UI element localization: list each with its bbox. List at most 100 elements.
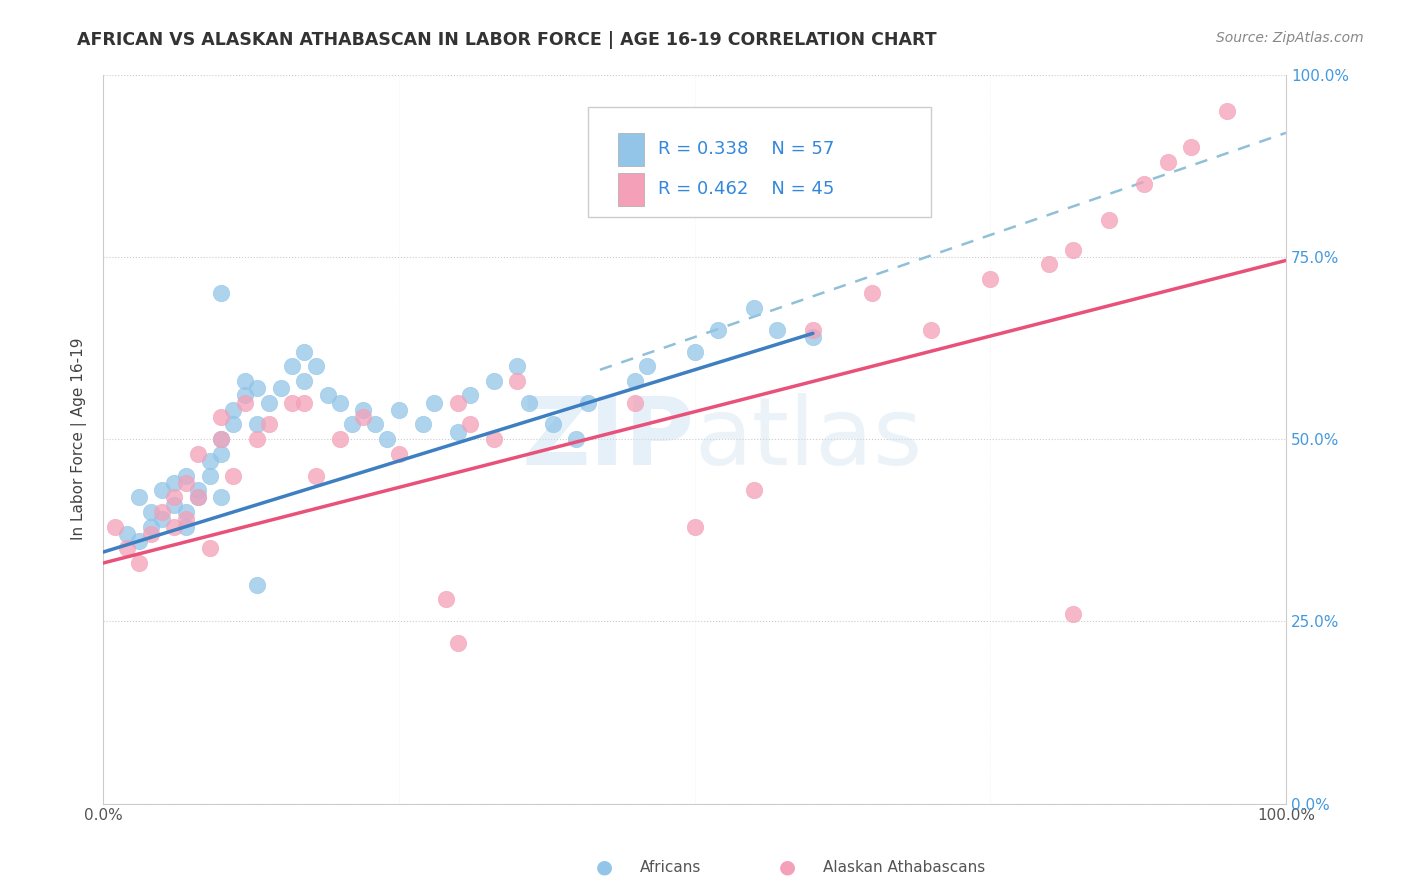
Point bbox=[388, 447, 411, 461]
Point bbox=[211, 286, 233, 301]
Point bbox=[257, 417, 280, 432]
Point bbox=[506, 374, 529, 388]
Point bbox=[1038, 257, 1060, 271]
Point bbox=[139, 519, 162, 533]
Point bbox=[458, 388, 481, 402]
Point bbox=[329, 432, 352, 446]
Point bbox=[187, 491, 209, 505]
Point bbox=[128, 491, 150, 505]
Point bbox=[187, 491, 209, 505]
Text: Source: ZipAtlas.com: Source: ZipAtlas.com bbox=[1216, 31, 1364, 45]
Point bbox=[1216, 103, 1239, 118]
Point bbox=[174, 468, 197, 483]
Point bbox=[211, 432, 233, 446]
Point bbox=[316, 388, 339, 402]
Point bbox=[482, 374, 505, 388]
Point bbox=[174, 519, 197, 533]
Point bbox=[139, 505, 162, 519]
Point bbox=[1133, 177, 1156, 191]
FancyBboxPatch shape bbox=[617, 173, 644, 206]
Text: Alaskan Athabascans: Alaskan Athabascans bbox=[823, 860, 984, 874]
Point bbox=[447, 425, 470, 439]
Point bbox=[281, 359, 304, 373]
Point bbox=[636, 359, 658, 373]
Point bbox=[222, 403, 245, 417]
Point bbox=[305, 359, 328, 373]
Point bbox=[340, 417, 363, 432]
Text: ZIP: ZIP bbox=[522, 393, 695, 485]
Point bbox=[187, 483, 209, 497]
Point bbox=[128, 556, 150, 570]
Point bbox=[115, 541, 138, 556]
Point bbox=[624, 395, 647, 409]
Point bbox=[174, 512, 197, 526]
Point bbox=[434, 592, 457, 607]
Text: R = 0.338    N = 57: R = 0.338 N = 57 bbox=[658, 140, 834, 158]
Point bbox=[1097, 213, 1119, 227]
Point bbox=[624, 374, 647, 388]
Point bbox=[115, 526, 138, 541]
Point bbox=[329, 395, 352, 409]
Point bbox=[742, 483, 765, 497]
Point bbox=[270, 381, 292, 395]
Point bbox=[163, 491, 186, 505]
Text: atlas: atlas bbox=[695, 393, 922, 485]
Y-axis label: In Labor Force | Age 16-19: In Labor Force | Age 16-19 bbox=[72, 338, 87, 541]
Point bbox=[1062, 607, 1084, 621]
Point bbox=[150, 512, 173, 526]
Point bbox=[246, 381, 269, 395]
Point bbox=[163, 475, 186, 490]
Text: ●: ● bbox=[596, 857, 613, 877]
Point bbox=[211, 410, 233, 425]
Point bbox=[150, 505, 173, 519]
Point bbox=[412, 417, 434, 432]
Point bbox=[305, 468, 328, 483]
Point bbox=[482, 432, 505, 446]
Point bbox=[541, 417, 564, 432]
Point bbox=[174, 505, 197, 519]
Point bbox=[506, 359, 529, 373]
Text: R = 0.462    N = 45: R = 0.462 N = 45 bbox=[658, 180, 834, 198]
Point bbox=[174, 475, 197, 490]
Point bbox=[222, 468, 245, 483]
Point bbox=[139, 526, 162, 541]
Point bbox=[222, 417, 245, 432]
Text: Africans: Africans bbox=[640, 860, 702, 874]
Point bbox=[860, 286, 883, 301]
Point bbox=[742, 301, 765, 315]
Point bbox=[707, 323, 730, 337]
Point bbox=[517, 395, 540, 409]
Point bbox=[801, 330, 824, 344]
Point bbox=[1180, 140, 1202, 154]
Point bbox=[292, 374, 315, 388]
Point bbox=[257, 395, 280, 409]
Point bbox=[979, 271, 1001, 285]
Point bbox=[246, 432, 269, 446]
Point bbox=[565, 432, 588, 446]
Point bbox=[163, 498, 186, 512]
Point bbox=[246, 578, 269, 592]
Point bbox=[211, 491, 233, 505]
Point bbox=[104, 519, 127, 533]
Point bbox=[233, 374, 256, 388]
Point bbox=[683, 344, 706, 359]
Point bbox=[447, 636, 470, 650]
FancyBboxPatch shape bbox=[617, 133, 644, 166]
Point bbox=[198, 468, 221, 483]
Point bbox=[1062, 243, 1084, 257]
FancyBboxPatch shape bbox=[588, 107, 931, 217]
Point bbox=[766, 323, 789, 337]
Point bbox=[375, 432, 398, 446]
Point bbox=[150, 483, 173, 497]
Point bbox=[233, 388, 256, 402]
Point bbox=[233, 395, 256, 409]
Point bbox=[198, 454, 221, 468]
Point bbox=[447, 395, 470, 409]
Point bbox=[458, 417, 481, 432]
Point bbox=[352, 410, 374, 425]
Point bbox=[920, 323, 942, 337]
Text: AFRICAN VS ALASKAN ATHABASCAN IN LABOR FORCE | AGE 16-19 CORRELATION CHART: AFRICAN VS ALASKAN ATHABASCAN IN LABOR F… bbox=[77, 31, 936, 49]
Point bbox=[187, 447, 209, 461]
Point bbox=[576, 395, 599, 409]
Point bbox=[423, 395, 446, 409]
